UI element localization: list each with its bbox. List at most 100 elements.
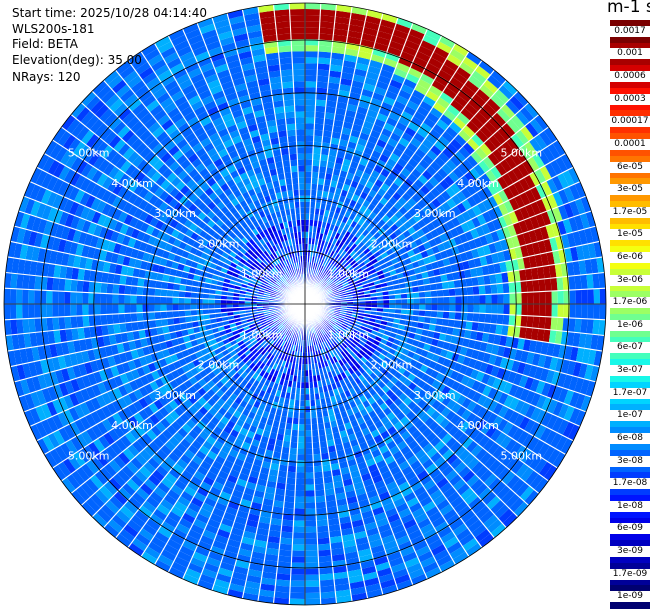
beta-gate [541,211,552,226]
beta-gate [46,290,53,304]
beta-gate [455,224,465,236]
beta-gate [274,585,291,593]
beta-gate [408,94,423,106]
beta-gate [446,53,463,67]
beta-gate [425,304,432,311]
beta-gate [412,315,419,322]
beta-gate [319,160,328,168]
beta-gate [475,331,484,342]
beta-gate [380,101,394,112]
beta-gate [542,329,551,343]
beta-gate [323,476,334,484]
beta-gate [465,51,482,66]
beta-gate [389,299,396,304]
beta-gate [3,304,11,320]
beta-gate [365,141,376,150]
beta-gate [411,89,426,101]
beta-gate [328,236,335,244]
beta-gate [550,159,563,176]
beta-gate [377,304,384,309]
beta-gate [343,54,358,63]
beta-gate [394,288,401,295]
beta-gate [166,304,173,312]
beta-gate [492,218,502,231]
beta-gate [502,346,512,359]
beta-gate [578,229,588,246]
beta-gate [479,235,489,247]
beta-gate [136,295,143,304]
beta-gate [275,482,287,490]
beta-gate [100,314,108,326]
beta-gate [388,294,396,300]
beta-gate [362,83,376,93]
beta-gate [329,272,335,279]
beta-gate [347,141,358,150]
beta-gate [464,171,476,184]
beta-gate [443,109,457,122]
beta-gate [305,502,316,509]
beta-gate [439,179,450,191]
beta-gate [336,282,343,288]
beta-gate [297,448,305,455]
beta-gate [511,235,521,248]
beta-gate [333,277,340,283]
beta-gate [373,250,381,259]
beta-gate [363,146,374,156]
beta-gate [554,263,563,278]
beta-gate [332,251,338,259]
beta-gate [100,304,107,315]
beta-gate [286,477,296,485]
beta-gate [178,297,185,304]
beta-gate [305,189,311,196]
beta-gate [413,111,427,123]
beta-gate [417,78,432,91]
beta-gate [373,215,382,224]
beta-gate [311,177,319,185]
beta-gate [421,271,429,279]
beta-gate [457,163,469,176]
beta-gate [514,194,525,209]
beta-gate [516,233,526,247]
beta-gate [431,261,439,270]
beta-gate [305,424,312,431]
beta-gate [545,224,555,239]
beta-gate [509,304,516,315]
beta-gate [296,466,305,473]
beta-gate [339,275,346,281]
beta-gate [526,243,535,257]
beta-gate [406,100,420,112]
beta-gate [341,259,348,266]
beta-gate [482,211,492,224]
beta-gate [502,282,510,294]
beta-gate [453,319,461,329]
beta-gate [335,281,342,286]
beta-gate [276,567,292,575]
beta-gate [599,288,607,304]
beta-gate [456,202,467,214]
beta-gate [532,279,540,292]
beta-gate [593,304,600,320]
beta-gate [392,127,405,138]
beta-gate [489,273,497,285]
beta-gate [400,314,407,320]
beta-gate [365,251,374,258]
beta-gate [325,100,337,108]
beta-gate [305,87,317,94]
beta-gate [329,265,336,272]
beta-gate [441,163,453,176]
beta-gate [532,153,545,169]
beta-gate [519,206,530,220]
beta-gate [288,459,297,467]
beta-gate [305,33,320,40]
beta-gate [295,472,305,479]
beta-gate [445,126,459,139]
beta-gate [507,325,515,337]
beta-gate [305,448,313,455]
beta-gate [442,257,451,267]
beta-gate [430,187,441,198]
beta-gate [547,143,561,160]
beta-gate [431,208,442,219]
beta-gate [544,316,552,330]
beta-gate [499,238,509,251]
beta-gate [497,126,511,142]
